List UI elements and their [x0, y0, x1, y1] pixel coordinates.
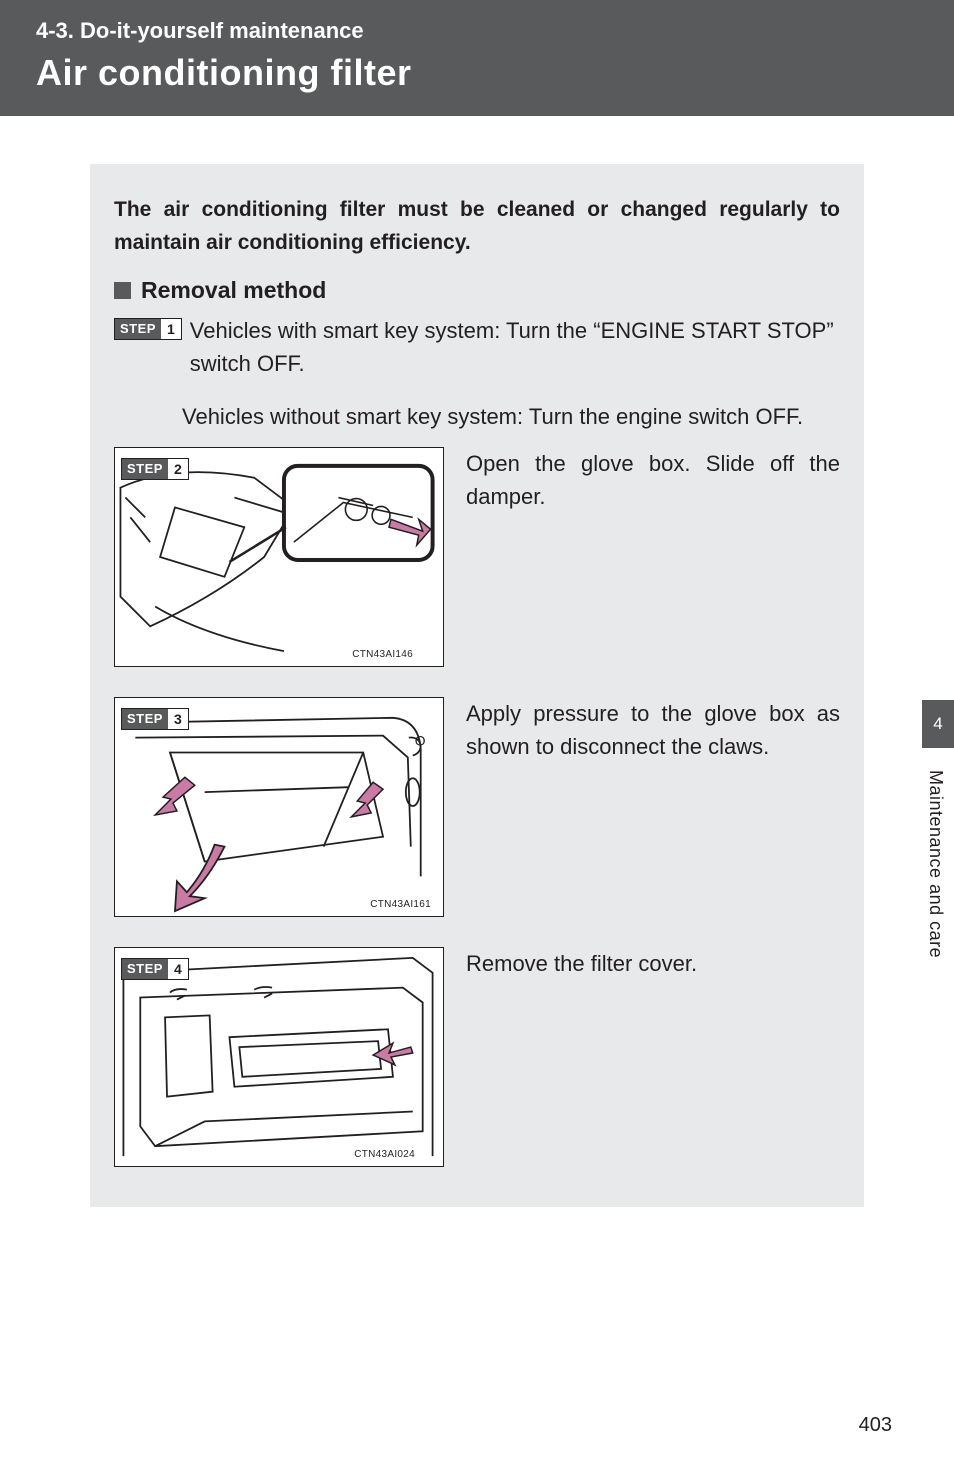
section-title: Air conditioning filter [36, 52, 954, 94]
step-number: 4 [168, 959, 188, 979]
figure-step-3: STEP 3 O CTN43A [114, 697, 444, 917]
page-header: 4-3. Do-it-yourself maintenance Air cond… [0, 0, 954, 116]
step-badge-2: STEP 2 [121, 458, 189, 480]
step-label: STEP [115, 319, 161, 339]
step-number: 2 [168, 459, 188, 479]
step-4-text: Remove the filter cover. [466, 947, 840, 980]
filter-cover-illustration [115, 948, 443, 1166]
section-number: 4-3. Do-it-yourself maintenance [36, 18, 954, 44]
step-badge-3: STEP 3 [121, 708, 189, 730]
page-number: 403 [859, 1414, 892, 1437]
content-panel: The air conditioning filter must be clea… [90, 164, 864, 1207]
step-label: STEP [122, 459, 168, 479]
step-label: STEP [122, 709, 168, 729]
step-2: STEP 2 [114, 447, 840, 667]
chapter-caption: Maintenance and care [925, 770, 946, 958]
step-3-text: Apply pressure to the glove box as shown… [466, 697, 840, 763]
intro-text: The air conditioning filter must be clea… [114, 194, 840, 259]
svg-text:O: O [415, 733, 426, 749]
step-1: STEP 1 Vehicles with smart key system: T… [114, 314, 840, 380]
figure-step-4: STEP 4 CTN43AI024 [114, 947, 444, 1167]
step-3: STEP 3 O CTN43A [114, 697, 840, 917]
square-bullet-icon [114, 282, 131, 299]
step-1-line2: Vehicles without smart key system: Turn … [182, 400, 840, 433]
step-2-text: Open the glove box. Slide off the damper… [466, 447, 840, 513]
glovebox-damper-illustration [115, 448, 443, 666]
step-badge-4: STEP 4 [121, 958, 189, 980]
subheading: Removal method [141, 277, 326, 304]
glovebox-press-illustration: O [115, 698, 443, 916]
chapter-tab: 4 [922, 700, 954, 748]
figure-step-2: STEP 2 [114, 447, 444, 667]
arrow-icon [175, 845, 225, 911]
step-badge-1: STEP 1 [114, 318, 182, 340]
step-label: STEP [122, 959, 168, 979]
arrow-icon [351, 782, 383, 817]
subheading-row: Removal method [114, 277, 840, 304]
step-4: STEP 4 CTN43AI024 Remove the fil [114, 947, 840, 1167]
figure-code: CTN43AI161 [370, 899, 431, 910]
step-number: 3 [168, 709, 188, 729]
figure-code: CTN43AI024 [354, 1149, 415, 1160]
figure-code: CTN43AI146 [352, 649, 413, 660]
step-number: 1 [161, 319, 181, 339]
step-1-line1: Vehicles with smart key system: Turn the… [190, 314, 840, 380]
